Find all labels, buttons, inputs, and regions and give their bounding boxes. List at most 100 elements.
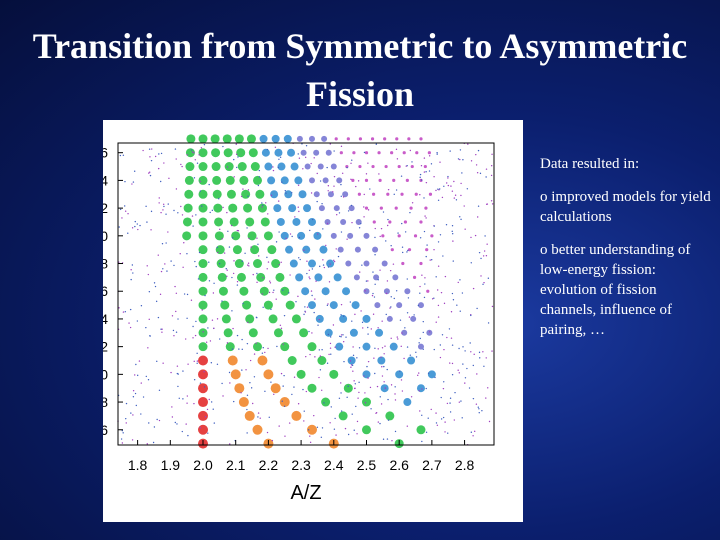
- density-spot: [298, 190, 307, 199]
- noise-dot: [145, 375, 148, 378]
- plot-frame: [117, 142, 495, 446]
- noise-dot: [261, 293, 264, 295]
- density-map: [117, 134, 494, 449]
- noise-dot: [233, 260, 235, 262]
- density-spot: [185, 148, 195, 158]
- density-spot: [242, 300, 252, 310]
- noise-dot: [376, 385, 379, 388]
- density-spot: [384, 164, 388, 169]
- noise-dot: [269, 280, 271, 282]
- density-spot: [231, 231, 241, 241]
- noise-dot: [480, 275, 482, 277]
- noise-dot: [462, 346, 464, 348]
- noise-dot: [406, 425, 409, 427]
- density-spot: [301, 287, 310, 296]
- density-spot: [407, 356, 416, 365]
- noise-dot: [350, 204, 353, 207]
- noise-dot: [186, 293, 189, 296]
- noise-dot: [391, 440, 393, 442]
- noise-dot: [326, 222, 329, 225]
- noise-dot: [196, 360, 199, 362]
- noise-dot: [268, 416, 270, 418]
- noise-dot: [347, 385, 349, 387]
- noise-dot: [197, 278, 200, 280]
- x-axis-label: A/Z: [290, 482, 321, 504]
- density-spot: [241, 189, 251, 199]
- noise-dot: [272, 291, 274, 294]
- density-spot: [370, 137, 375, 141]
- noise-dot: [210, 401, 213, 403]
- density-spot: [287, 148, 296, 157]
- noise-dot: [213, 327, 215, 329]
- noise-dot: [423, 296, 426, 299]
- density-spot: [260, 217, 270, 227]
- noise-dot: [191, 151, 194, 153]
- noise-dot: [211, 209, 214, 212]
- density-spot: [267, 176, 276, 185]
- noise-dot: [242, 188, 244, 190]
- noise-dot: [451, 362, 454, 365]
- noise-dot: [176, 365, 179, 367]
- noise-dot: [452, 260, 454, 262]
- y-tick-label: 14: [103, 311, 108, 327]
- noise-dot: [443, 348, 445, 351]
- density-spot: [185, 162, 195, 172]
- noise-dot: [485, 168, 488, 170]
- noise-dot: [380, 403, 383, 405]
- noise-dot: [249, 359, 252, 362]
- noise-dot: [193, 152, 195, 154]
- noise-dot: [218, 198, 220, 200]
- noise-dot: [374, 227, 376, 230]
- noise-dot: [390, 296, 392, 298]
- noise-dot: [262, 277, 264, 279]
- noise-dot: [156, 418, 158, 421]
- density-spot: [218, 286, 228, 296]
- noise-dot: [250, 246, 252, 248]
- noise-dot: [436, 152, 438, 154]
- noise-dot: [428, 155, 431, 157]
- noise-dot: [367, 326, 369, 329]
- noise-dot: [170, 371, 172, 374]
- noise-dot: [273, 393, 275, 396]
- noise-dot: [236, 229, 239, 232]
- noise-dot: [258, 169, 261, 172]
- noise-dot: [326, 166, 328, 169]
- noise-dot: [162, 268, 164, 270]
- density-spot: [291, 314, 301, 324]
- noise-dot: [472, 435, 474, 437]
- noise-dot: [437, 316, 440, 318]
- noise-dot: [316, 200, 318, 203]
- noise-dot: [379, 422, 381, 425]
- noise-dot: [131, 264, 134, 266]
- noise-dot: [385, 240, 387, 242]
- noise-dot: [327, 185, 330, 187]
- density-spot: [253, 259, 263, 269]
- density-spot: [374, 302, 381, 309]
- noise-dot: [435, 412, 437, 414]
- noise-dot: [327, 333, 330, 336]
- noise-dot: [481, 410, 483, 412]
- noise-dot: [329, 143, 331, 145]
- noise-dot: [457, 281, 459, 284]
- noise-dot: [337, 255, 340, 258]
- noise-dot: [451, 190, 454, 192]
- density-spot: [404, 288, 411, 295]
- density-spot: [255, 189, 265, 199]
- noise-dot: [308, 269, 311, 271]
- density-spot: [268, 314, 278, 324]
- density-spot: [223, 148, 233, 158]
- noise-dot: [316, 172, 318, 175]
- noise-dot: [459, 158, 461, 161]
- noise-dot: [443, 302, 446, 305]
- density-spot: [222, 134, 232, 144]
- density-spot: [198, 259, 208, 269]
- noise-dot: [490, 200, 493, 202]
- noise-dot: [187, 363, 189, 365]
- noise-dot: [460, 182, 462, 185]
- density-spot: [336, 177, 343, 184]
- noise-dot: [365, 173, 368, 175]
- density-spot: [371, 164, 375, 169]
- density-spot: [257, 203, 267, 213]
- noise-dot: [349, 301, 352, 303]
- noise-dot: [306, 272, 308, 275]
